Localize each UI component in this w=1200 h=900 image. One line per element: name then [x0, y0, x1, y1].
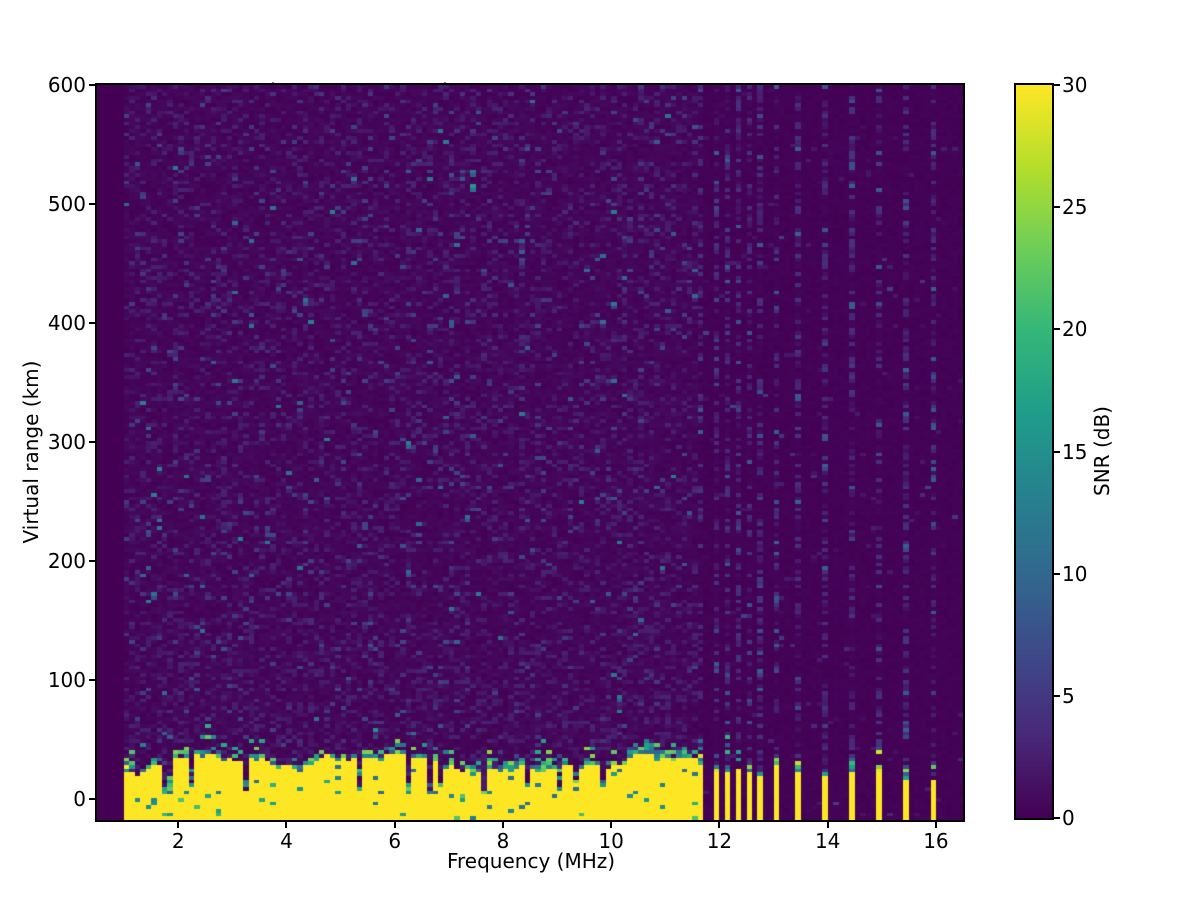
colorbar-tick-mark [1054, 817, 1060, 819]
plot-axes-border [95, 83, 965, 822]
colorbar-tick-mark [1054, 572, 1060, 575]
colorbar-tick-label: 15 [1062, 439, 1088, 464]
y-tick-label: 500 [47, 191, 86, 216]
x-tick-mark [177, 822, 180, 828]
x-tick-mark [718, 822, 721, 828]
y-tick-mark [89, 202, 95, 205]
x-tick-label: 2 [171, 829, 185, 853]
colorbar-tick-label: 5 [1062, 683, 1075, 708]
colorbar-label: SNR (dB) [1090, 406, 1114, 496]
x-axis-label: Frequency (MHz) [446, 849, 616, 873]
y-tick-label: 100 [47, 667, 86, 692]
colorbar-tick-label: 30 [1062, 73, 1088, 97]
x-tick-label: 10 [598, 829, 624, 853]
colorbar-tick-mark [1054, 694, 1060, 697]
x-tick-label: 16 [923, 829, 949, 853]
x-tick-mark [934, 822, 937, 828]
x-tick-label: 6 [388, 829, 402, 853]
colorbar-tick-mark [1054, 206, 1060, 209]
colorbar-gradient [1016, 85, 1052, 818]
x-tick-label: 12 [706, 829, 733, 853]
y-tick-label: 400 [47, 310, 86, 335]
x-tick-mark [826, 822, 829, 828]
y-tick-mark [89, 321, 95, 324]
x-tick-mark [285, 822, 288, 828]
y-tick-label: 200 [47, 548, 86, 573]
y-tick-mark [89, 84, 95, 86]
colorbar-tick-label: 10 [1062, 561, 1088, 586]
colorbar-tick-label: 0 [1062, 806, 1075, 830]
x-tick-label: 4 [280, 829, 293, 853]
y-tick-label: 600 [47, 73, 86, 97]
colorbar-tick-label: 25 [1062, 195, 1088, 220]
y-tick-mark [89, 797, 95, 800]
y-tick-mark [89, 440, 95, 443]
x-tick-label: 14 [814, 829, 841, 853]
colorbar-tick-mark [1054, 84, 1060, 86]
y-tick-mark [89, 559, 95, 562]
y-tick-mark [89, 678, 95, 681]
colorbar-border [1014, 83, 1054, 820]
colorbar-tick-mark [1054, 328, 1060, 331]
y-axis-label: Virtual range (km) [19, 360, 43, 544]
colorbar-tick-label: 20 [1062, 317, 1088, 342]
x-tick-mark [501, 822, 504, 828]
ionogram-heatmap [97, 85, 963, 820]
y-tick-label: 0 [73, 786, 86, 811]
y-tick-label: 300 [47, 429, 86, 454]
x-tick-mark [610, 822, 613, 828]
x-tick-label: 8 [496, 829, 510, 853]
x-tick-mark [393, 822, 396, 828]
colorbar-tick-mark [1054, 450, 1060, 453]
